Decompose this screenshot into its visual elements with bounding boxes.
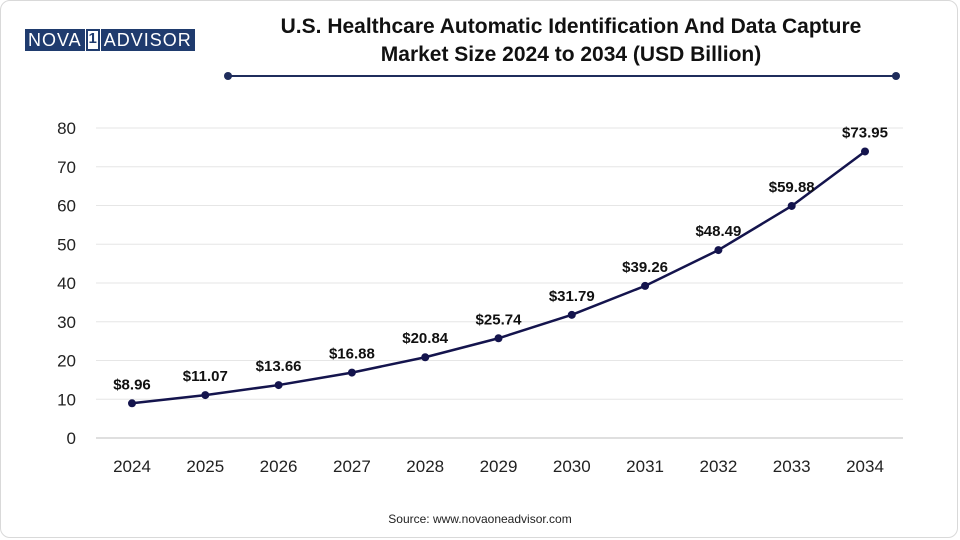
x-tick-label: 2033: [773, 457, 811, 476]
y-tick-label: 80: [57, 119, 76, 138]
brand-logo: NOVA 1 ADVISOR: [25, 29, 195, 51]
data-point: [567, 310, 576, 319]
data-point: [714, 246, 723, 255]
data-label: $13.66: [256, 358, 302, 375]
x-tick-label: 2032: [699, 457, 737, 476]
data-label: $39.26: [622, 259, 668, 276]
data-label: $20.84: [402, 330, 449, 347]
logo-text-right: ADVISOR: [100, 29, 195, 51]
data-label: $25.74: [476, 311, 523, 328]
y-tick-label: 40: [57, 274, 76, 293]
x-tick-label: 2024: [113, 457, 151, 476]
data-point: [128, 399, 136, 408]
title-rule-dot-left: [224, 72, 232, 80]
chart-title-line-2: Market Size 2024 to 2034 (USD Billion): [380, 43, 762, 66]
y-tick-label: 50: [57, 235, 76, 254]
data-series: [128, 147, 869, 408]
y-tick-label: 0: [67, 429, 76, 448]
chart-title-line-1: U.S. Healthcare Automatic Identification…: [280, 15, 862, 38]
x-tick-label: 2029: [480, 457, 518, 476]
data-label: $73.95: [842, 124, 888, 141]
x-tick-label: 2030: [553, 457, 591, 476]
x-tick-label: 2028: [406, 457, 444, 476]
logo-number: 1: [85, 29, 100, 51]
x-axis-ticks: 2024 2025 2026 2027 2028 2029 2030 2031 2032 2033…: [113, 457, 884, 476]
data-point: [494, 334, 503, 343]
data-label: $11.07: [183, 368, 228, 385]
y-tick-label: 20: [57, 352, 76, 371]
data-label: $31.79: [549, 288, 595, 305]
y-axis-ticks: 0 10 20 30 40 50 60 70 80: [57, 119, 76, 448]
y-tick-label: 30: [57, 313, 76, 332]
title-rule: [224, 72, 900, 80]
x-tick-label: 2027: [333, 457, 371, 476]
logo-text-left: NOVA: [25, 29, 85, 51]
data-point: [347, 368, 356, 377]
data-point: [421, 353, 430, 362]
x-tick-label: 2034: [846, 457, 884, 476]
series-line: [131, 150, 866, 405]
data-label: $16.88: [329, 346, 375, 363]
data-point: [861, 147, 869, 156]
data-point: [201, 391, 210, 400]
grid-lines: [96, 127, 903, 400]
y-tick-label: 10: [57, 390, 76, 409]
x-tick-label: 2025: [186, 457, 224, 476]
data-label: $48.49: [695, 223, 741, 240]
chart-title: U.S. Healthcare Automatic Identification…: [221, 13, 921, 69]
data-label: $59.88: [769, 179, 815, 196]
x-tick-label: 2031: [626, 457, 664, 476]
data-point: [274, 381, 283, 390]
data-label: $8.96: [113, 376, 151, 393]
y-tick-label: 70: [57, 158, 76, 177]
y-tick-label: 60: [57, 197, 76, 216]
x-tick-label: 2026: [260, 457, 298, 476]
data-point: [787, 201, 796, 210]
title-rule-dot-right: [892, 72, 900, 80]
source-note: Source: www.novaoneadvisor.com: [388, 512, 572, 526]
data-labels: $8.96 $11.07 $13.66 $16.88 $20.84 $25.74 $31.7…: [113, 124, 888, 393]
data-point: [641, 281, 650, 290]
